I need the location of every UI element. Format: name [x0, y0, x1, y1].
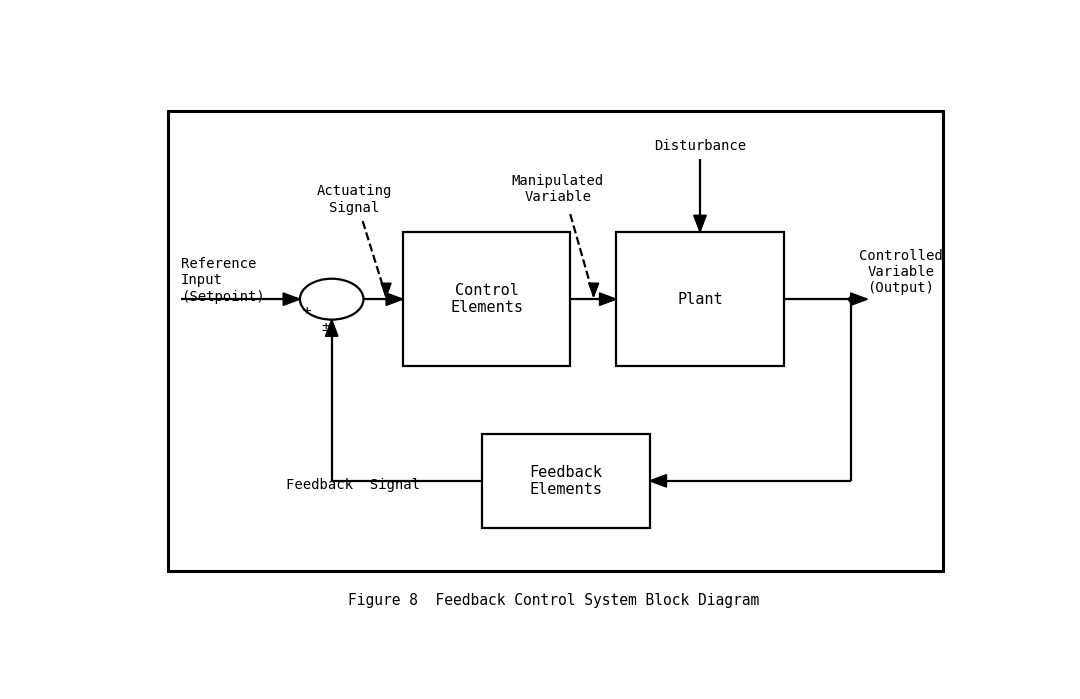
Bar [403, 232, 570, 366]
Text: Reference
Input
(Setpoint): Reference Input (Setpoint) [181, 257, 265, 303]
Text: +: + [302, 304, 311, 318]
Text: Manipulated
Variable: Manipulated Variable [512, 174, 604, 204]
Polygon shape [650, 475, 666, 487]
Text: Feedback  Signal: Feedback Signal [285, 478, 420, 492]
Text: Actuating
Signal: Actuating Signal [316, 185, 392, 215]
Text: ±: ± [322, 320, 330, 334]
Polygon shape [599, 293, 617, 305]
Polygon shape [851, 293, 867, 305]
Text: Figure 8  Feedback Control System Block Diagram: Figure 8 Feedback Control System Block D… [348, 593, 759, 608]
Polygon shape [693, 215, 706, 232]
Text: Feedback
Elements: Feedback Elements [529, 465, 603, 497]
Polygon shape [283, 293, 300, 305]
Bar [617, 232, 784, 366]
Text: Disturbance: Disturbance [653, 139, 746, 153]
Text: Plant: Plant [677, 291, 723, 307]
Polygon shape [381, 283, 391, 296]
Bar [168, 111, 943, 571]
Text: Controlled
Variable
(Output): Controlled Variable (Output) [859, 249, 943, 296]
Polygon shape [325, 319, 338, 336]
Polygon shape [387, 293, 403, 305]
Polygon shape [589, 283, 598, 296]
Bar [483, 433, 650, 528]
Text: Control
Elements: Control Elements [450, 283, 523, 315]
